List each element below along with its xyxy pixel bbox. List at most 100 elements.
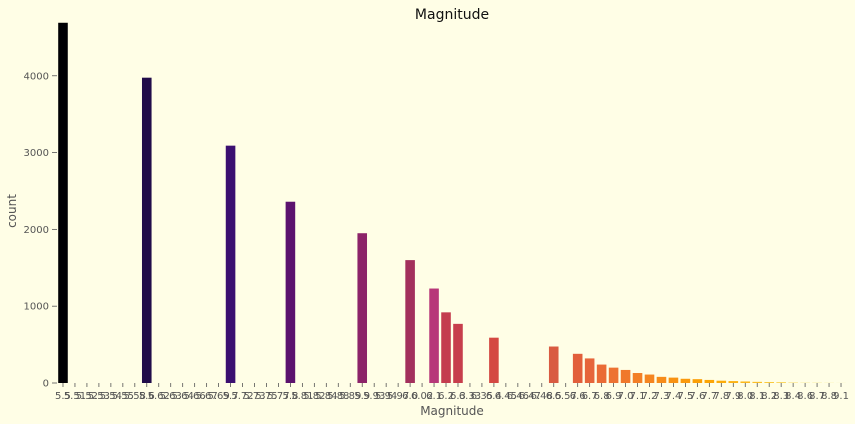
- x-tick-label: 8.6: [797, 391, 813, 402]
- x-tick-label: 5.69: [207, 391, 229, 402]
- y-tick-label: 0: [43, 379, 49, 390]
- x-tick-label: 7.0: [618, 391, 634, 402]
- x-tick-label: 5.73: [243, 391, 265, 402]
- x-tick-label: 7.2: [642, 391, 658, 402]
- bar-7.9: [728, 381, 739, 383]
- x-tick-label: 7.7: [701, 391, 717, 402]
- bar-7.8: [716, 380, 727, 383]
- bar-6.2: [441, 312, 451, 383]
- bar-7.0: [620, 369, 631, 383]
- bar-8.1: [752, 381, 763, 383]
- x-tick-label: 5.52: [76, 391, 98, 402]
- x-axis: 5.55.515.525.535.545.555.585.65.625.635.…: [55, 383, 849, 402]
- x-tick-label: 5.7: [223, 391, 239, 402]
- x-tick-label: 5.62: [148, 391, 170, 402]
- bar-7.5: [680, 378, 691, 383]
- x-tick-label: 5.84: [315, 391, 337, 402]
- bar-5.9: [357, 233, 368, 383]
- bar-7.1: [632, 373, 643, 383]
- x-tick-label: 6.33: [459, 391, 481, 402]
- x-tick-label: 6.4: [486, 391, 502, 402]
- bar-6.7: [584, 358, 595, 383]
- x-tick-label: 5.63: [160, 391, 182, 402]
- x-tick-label: 7.5: [677, 391, 693, 402]
- x-tick-label: 6.35: [471, 391, 493, 402]
- x-tick-label: 5.51: [64, 391, 86, 402]
- x-tick-label: 6.0: [402, 391, 418, 402]
- y-tick-label: 1000: [24, 302, 49, 313]
- x-tick-label: 5.6: [139, 391, 155, 402]
- x-tick-label: 5.97: [387, 391, 409, 402]
- x-tick-label: 6.45: [495, 391, 517, 402]
- y-axis-label: count: [5, 194, 19, 228]
- bar-7.2: [644, 374, 655, 383]
- bar-6.5: [548, 346, 559, 383]
- x-tick-label: 5.54: [100, 391, 122, 402]
- x-tick-label: 5.89: [339, 391, 361, 402]
- x-tick-label: 6.02: [411, 391, 433, 402]
- bar-8.3: [776, 382, 786, 383]
- x-tick-label: 5.53: [88, 391, 110, 402]
- x-tick-label: 6.5: [546, 391, 562, 402]
- bar-6.9: [608, 367, 619, 383]
- chart-title: Magnitude: [415, 7, 489, 23]
- x-tick-label: 9.1: [833, 391, 849, 402]
- x-tick-label: 6.57: [555, 391, 577, 402]
- x-tick-label: 5.64: [172, 391, 194, 402]
- x-tick-label: 5.67: [195, 391, 217, 402]
- x-tick-label: 6.48: [531, 391, 553, 402]
- x-tick-label: 5.88: [327, 391, 349, 402]
- x-tick-label: 5.93: [363, 391, 385, 402]
- x-tick-label: 5.5: [55, 391, 71, 402]
- y-tick-label: 4000: [24, 71, 49, 82]
- x-tick-label: 6.2: [438, 391, 454, 402]
- bar-6.1: [429, 288, 439, 383]
- x-tick-label: 6.46: [507, 391, 529, 402]
- x-tick-label: 5.81: [291, 391, 313, 402]
- x-tick-label: 6.3: [450, 391, 466, 402]
- x-tick-label: 5.66: [184, 391, 206, 402]
- bar-5.5: [58, 22, 68, 384]
- x-tick-label: 5.55: [112, 391, 134, 402]
- bar-6.6: [572, 353, 583, 383]
- y-tick-label: 2000: [24, 225, 49, 236]
- x-tick-label: 8.4: [785, 391, 801, 402]
- y-tick-label: 3000: [24, 148, 49, 159]
- bar-5.8: [285, 201, 296, 383]
- bar-8.0: [740, 381, 751, 383]
- x-axis-label: Magnitude: [420, 404, 484, 418]
- x-tick-label: 5.75: [255, 391, 277, 402]
- x-tick-label: 8.7: [809, 391, 825, 402]
- x-tick-label: 6.7: [582, 391, 598, 402]
- x-tick-label: 8.2: [761, 391, 777, 402]
- x-tick-label: 7.8: [713, 391, 729, 402]
- bar-6.4: [489, 337, 499, 383]
- x-tick-label: 6.1: [426, 391, 442, 402]
- bar-6.8: [596, 364, 607, 383]
- bar-6.3: [453, 323, 463, 383]
- x-tick-label: 5.82: [303, 391, 325, 402]
- bar-5.7: [225, 145, 236, 383]
- y-axis: 0 1000 2000 3000 4000: [24, 71, 57, 390]
- x-tick-label: 7.9: [725, 391, 741, 402]
- bar-7.3: [656, 376, 667, 383]
- x-tick-label: 5.72: [231, 391, 253, 402]
- x-tick-label: 6.8: [594, 391, 610, 402]
- bar-8.2: [764, 382, 774, 383]
- x-tick-label: 8.3: [773, 391, 789, 402]
- bar-7.4: [668, 377, 679, 383]
- bars-group: [58, 22, 846, 384]
- bar-7.6: [692, 379, 703, 383]
- x-tick-label: 7.1: [630, 391, 646, 402]
- x-tick-label: 6.6: [570, 391, 586, 402]
- x-tick-label: 5.94: [375, 391, 397, 402]
- x-tick-label: 5.77: [267, 391, 289, 402]
- x-tick-label: 7.4: [665, 391, 681, 402]
- x-tick-label: 8.8: [821, 391, 837, 402]
- x-tick-label: 6.47: [519, 391, 541, 402]
- x-tick-label: 8.0: [737, 391, 753, 402]
- x-tick-label: 8.1: [749, 391, 765, 402]
- x-tick-label: 5.58: [124, 391, 146, 402]
- x-tick-label: 7.3: [654, 391, 670, 402]
